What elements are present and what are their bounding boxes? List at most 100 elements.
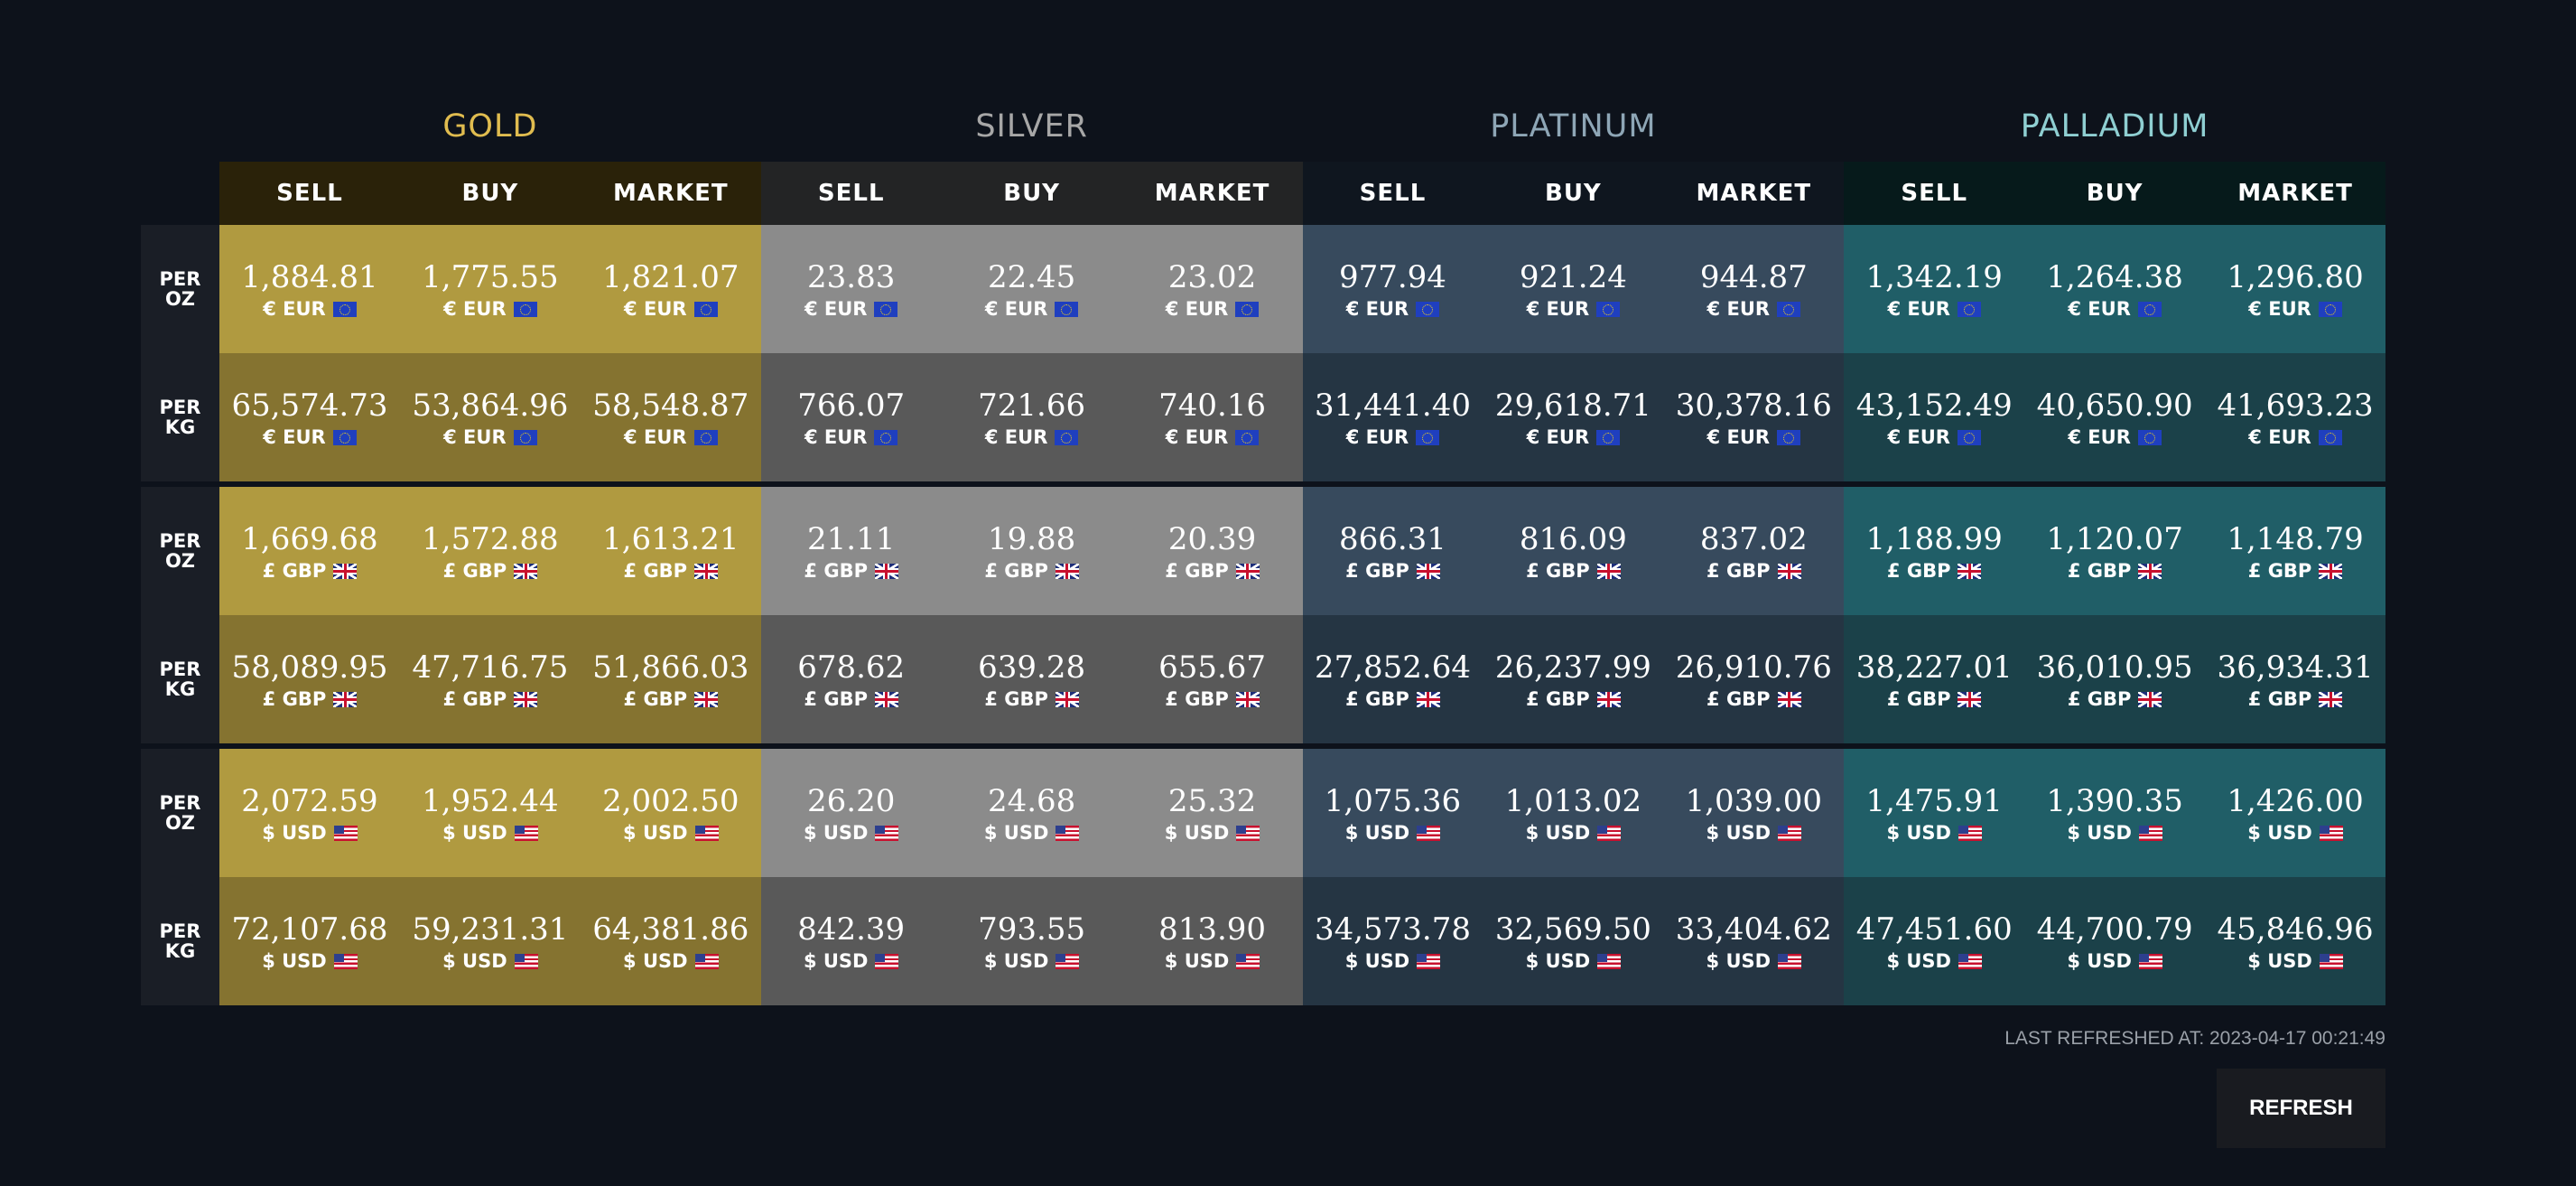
us-flag-icon: [1778, 825, 1802, 841]
price-row-kg: 27,852.64 £ GBP 26,237.99 £ GBP 26,910.76 £ G…: [1302, 615, 1845, 743]
eu-flag-icon: [2318, 301, 2342, 317]
us-flag-icon: [333, 825, 358, 841]
currency-label: € EUR: [1345, 426, 1409, 448]
metal-column-silver: 26.20 $ USD 24.68 $ USD 25.32 $ USD 842.39 $ US…: [760, 749, 1303, 1005]
refresh-button[interactable]: REFRESH: [2217, 1069, 2385, 1148]
currency-tag: £ GBP: [263, 560, 358, 582]
price-row-oz: 977.94 € EUR 921.24 € EUR 944.87 € EUR: [1302, 225, 1845, 353]
currency-tag: € EUR: [1707, 426, 1801, 448]
currency-label: $ USD: [442, 822, 507, 844]
us-flag-icon: [333, 953, 358, 969]
metal-column-platinum: 866.31 £ GBP 816.09 £ GBP 837.02 £ GBP 27,852.…: [1302, 487, 1845, 743]
us-flag-icon: [1056, 953, 1080, 969]
price-row-kg: 43,152.49 € EUR 40,650.90 € EUR 41,693.23 € E…: [1844, 353, 2385, 481]
price-cell-sell: 1,669.68 £ GBP: [219, 487, 400, 615]
uk-flag-icon: [2138, 563, 2162, 579]
currency-label: $ USD: [983, 822, 1049, 844]
currency-tag: £ GBP: [2068, 688, 2162, 710]
currency-label: $ USD: [2247, 822, 2312, 844]
price-value: 1,039.00: [1685, 783, 1822, 819]
price-cell-sell: 34,573.78 $ USD: [1303, 877, 1483, 1005]
price-value: 30,378.16: [1675, 388, 1832, 424]
currency-label: € EUR: [2068, 298, 2131, 320]
price-row-oz: 1,342.19 € EUR 1,264.38 € EUR 1,296.80 € EUR: [1844, 225, 2385, 353]
price-row-oz: 26.20 $ USD 24.68 $ USD 25.32 $ USD: [760, 749, 1303, 877]
currency-tag: € EUR: [1166, 426, 1260, 448]
us-flag-icon: [1597, 953, 1622, 969]
currency-tag: $ USD: [442, 822, 538, 844]
currency-label: $ USD: [2067, 950, 2132, 972]
price-value: 26,910.76: [1675, 649, 1832, 686]
metal-column-platinum: 1,075.36 $ USD 1,013.02 $ USD 1,039.00 $ USD 3…: [1302, 749, 1845, 1005]
currency-tag: € EUR: [985, 426, 1079, 448]
price-row-oz: 2,072.59 $ USD 1,952.44 $ USD 2,002.50 $ USD: [219, 749, 761, 877]
currency-label: € EUR: [1345, 298, 1409, 320]
price-cell-sell: 65,574.73 € EUR: [219, 353, 400, 481]
metal-column-palladium: 1,188.99 £ GBP 1,120.07 £ GBP 1,148.79 £ GBP 3…: [1844, 487, 2385, 743]
uk-flag-icon: [1596, 691, 1621, 707]
currency-tag: $ USD: [1345, 822, 1441, 844]
currency-label: £ GBP: [984, 688, 1048, 710]
currency-tag: $ USD: [2067, 950, 2162, 972]
unit-label-line: KG: [164, 416, 196, 438]
price-value: 740.16: [1158, 388, 1267, 424]
currency-tag: € EUR: [443, 426, 537, 448]
currency-tag: € EUR: [1527, 298, 1621, 320]
price-value: 45,846.96: [2217, 911, 2374, 948]
price-value: 21.11: [807, 521, 896, 557]
price-value: 20.39: [1167, 521, 1257, 557]
unit-label-line: PER: [159, 792, 201, 814]
currency-label: $ USD: [1344, 822, 1410, 844]
metal-columns: 2,072.59 $ USD 1,952.44 $ USD 2,002.50 $ USD 7…: [219, 749, 2385, 1005]
currency-label: £ GBP: [1706, 688, 1771, 710]
price-cell-sell: 43,152.49 € EUR: [1844, 353, 2024, 481]
price-cell-market: 36,934.31 £ GBP: [2205, 615, 2385, 743]
currency-label: £ GBP: [1165, 560, 1229, 582]
price-cell-buy: 36,010.95 £ GBP: [2024, 615, 2205, 743]
currency-tag: £ GBP: [1526, 560, 1621, 582]
metal-column-gold: 1,884.81 € EUR 1,775.55 € EUR 1,821.07 € EUR 6…: [219, 225, 761, 481]
price-cell-sell: 977.94 € EUR: [1303, 225, 1483, 353]
uk-flag-icon: [1958, 691, 1982, 707]
currency-label: $ USD: [983, 950, 1049, 972]
us-flag-icon: [875, 825, 899, 841]
currency-label: € EUR: [443, 426, 507, 448]
price-value: 22.45: [987, 259, 1076, 295]
eu-flag-icon: [1235, 429, 1260, 445]
currency-label: $ USD: [1886, 822, 1951, 844]
currency-tag: £ GBP: [1887, 560, 1982, 582]
eu-flag-icon: [874, 429, 898, 445]
currency-tag: $ USD: [2247, 822, 2343, 844]
price-cell-buy: 921.24 € EUR: [1483, 225, 1663, 353]
currency-tag: £ GBP: [804, 688, 898, 710]
price-cell-market: 1,426.00 $ USD: [2205, 749, 2385, 877]
price-value: 1,013.02: [1504, 783, 1642, 819]
price-value: 921.24: [1519, 259, 1627, 295]
currency-label: $ USD: [1706, 822, 1772, 844]
currency-label: € EUR: [1526, 426, 1590, 448]
currency-tag: £ GBP: [1706, 560, 1801, 582]
column-header-sell: SELL: [276, 180, 343, 207]
price-cell-sell: 72,107.68 $ USD: [219, 877, 400, 1005]
price-value: 43,152.49: [1855, 388, 2013, 424]
uk-flag-icon: [2319, 563, 2343, 579]
currency-tag: £ GBP: [984, 688, 1079, 710]
currency-label: £ GBP: [804, 560, 868, 582]
price-row-oz: 21.11 £ GBP 19.88 £ GBP 20.39 £ GBP: [760, 487, 1303, 615]
eu-flag-icon: [2137, 429, 2162, 445]
currency-tag: € EUR: [1887, 426, 1981, 448]
currency-tag: $ USD: [1886, 822, 1982, 844]
price-cell-market: 41,693.23 € EUR: [2205, 353, 2385, 481]
currency-tag: £ GBP: [1526, 688, 1621, 710]
currency-label: € EUR: [2068, 426, 2131, 448]
currency-label: £ GBP: [804, 688, 868, 710]
price-value: 34,573.78: [1314, 911, 1471, 948]
uk-flag-icon: [694, 691, 719, 707]
currency-label: £ GBP: [1345, 560, 1409, 582]
currency-label: £ GBP: [2067, 560, 2132, 582]
price-value: 1,426.00: [2227, 783, 2364, 819]
currency-label: € EUR: [263, 298, 326, 320]
currency-tag: $ USD: [262, 822, 358, 844]
currency-label: € EUR: [263, 426, 326, 448]
